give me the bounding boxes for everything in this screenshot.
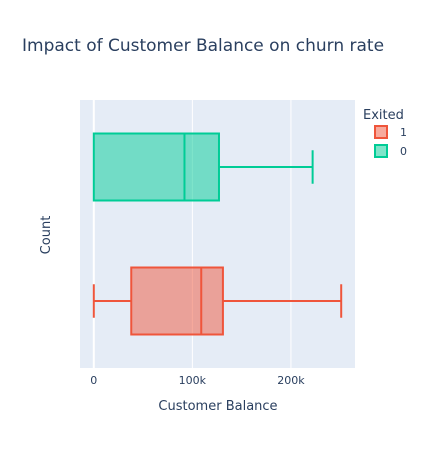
x-axis-ticks: 0 100k 200k [90,374,305,387]
legend-title: Exited [363,108,404,123]
box-traces [92,132,343,336]
x-tick-label-2: 200k [277,374,305,387]
legend-item-0: 0 [374,144,407,158]
legend-label-0: 0 [400,145,407,158]
x-tick-label-0: 0 [90,374,97,387]
legend-swatch-1 [374,125,388,139]
legend-label-1: 1 [400,126,407,139]
box-iqr-1 [130,266,224,336]
x-axis-title: Customer Balance [158,399,277,414]
x-tick-label-1: 100k [179,374,207,387]
legend: Exited 1 0 [363,108,407,158]
box-trace-0 [92,132,314,202]
legend-item-1: 1 [374,125,407,139]
box-iqr-0 [92,132,220,202]
legend-swatch-0 [374,144,388,158]
y-axis-title: Count [39,216,54,255]
chart-title: Impact of Customer Balance on churn rate [22,36,384,56]
box-trace-1 [92,266,343,336]
